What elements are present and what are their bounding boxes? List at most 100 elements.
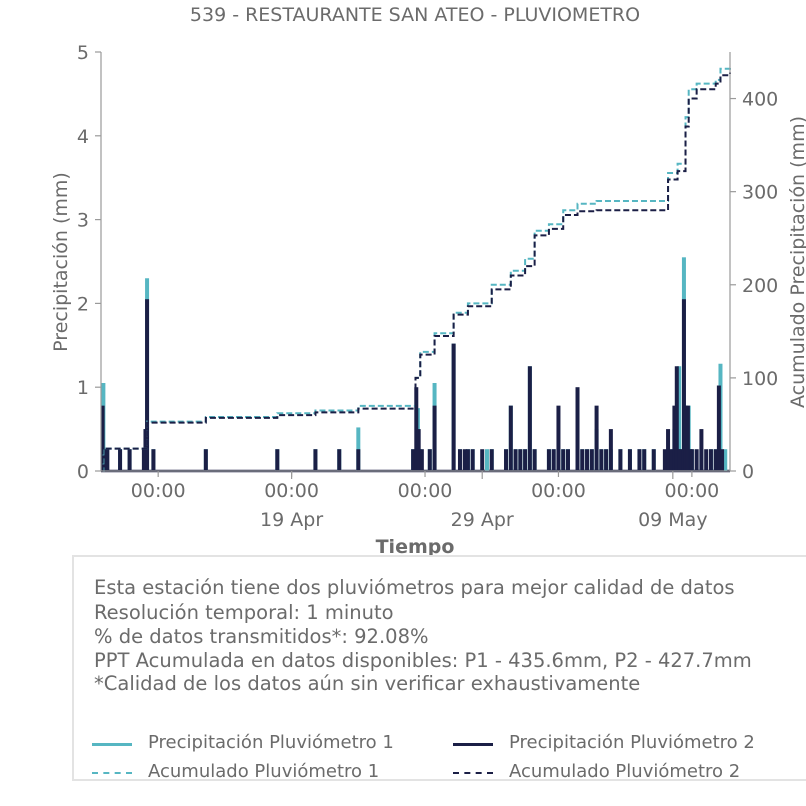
bar-p2 xyxy=(662,449,667,471)
y2-tick-label: 200 xyxy=(742,275,778,297)
bar-p2 xyxy=(685,405,690,471)
bar-p2 xyxy=(575,387,580,471)
bar-p2 xyxy=(669,449,674,471)
bar-p2 xyxy=(513,449,518,471)
bar-p2 xyxy=(504,449,509,471)
x-minor-tick-label: 00:00 xyxy=(398,480,453,502)
bar-p2 xyxy=(151,449,156,471)
info-line-4: PPT Acumulada en datos disponibles: P1 -… xyxy=(94,649,752,672)
y2-tick-label: 0 xyxy=(742,461,754,483)
info-line-1: Esta estación tiene dos pluviómetros par… xyxy=(94,576,735,599)
bar-p2 xyxy=(465,449,470,471)
y-axis-right: 0 100 200 300 400 xyxy=(729,52,778,483)
bar-p2 xyxy=(480,449,485,471)
bar-p2 xyxy=(708,449,713,471)
bar-p1 xyxy=(484,449,489,471)
bar-p2 xyxy=(337,449,342,471)
info-line-2: Resolución temporal: 1 minuto xyxy=(94,601,394,624)
bar-p2 xyxy=(713,449,718,471)
info-line-3: % de datos transmitidos*: 92.08% xyxy=(94,625,429,648)
bar-p2 xyxy=(102,449,107,471)
y-tick-label: 4 xyxy=(77,126,89,148)
bar-p1 xyxy=(677,366,682,471)
bar-p2 xyxy=(527,366,532,471)
legend-swatch-p1-accum xyxy=(92,772,132,774)
bar-p2 xyxy=(594,405,599,471)
bar-p2 xyxy=(678,449,683,471)
bar-p2 xyxy=(674,366,679,471)
y-tick-label: 2 xyxy=(77,293,89,315)
bar-p2 xyxy=(565,449,570,471)
bar-p2 xyxy=(618,449,623,471)
bar-p2 xyxy=(694,449,699,471)
legend-swatch-p1-precip xyxy=(92,743,132,746)
chart-title: 539 - RESTAURANTE SAN ATEO - PLUVIOMETRO xyxy=(190,4,640,26)
y-tick-label: 3 xyxy=(77,210,89,232)
bar-p2 xyxy=(462,449,467,471)
bar-p2 xyxy=(599,449,604,471)
plot-area xyxy=(100,65,731,473)
y2-tick-label: 400 xyxy=(742,89,778,111)
bar-p2 xyxy=(489,449,494,471)
legend-label-p2-accum: Acumulado Pluviómetro 2 xyxy=(509,761,741,782)
y2-tick-label: 100 xyxy=(742,368,778,390)
bar-p2 xyxy=(414,387,419,471)
bar-p2 xyxy=(637,449,642,471)
bar-p2 xyxy=(470,449,475,471)
bar-p1 xyxy=(723,449,728,471)
bar-p2 xyxy=(627,449,632,471)
info-legend-box: Esta estación tiene dos pluviómetros par… xyxy=(72,555,806,782)
bar-p2 xyxy=(356,449,361,471)
info-line-5: *Calidad de los datos aún sin verificar … xyxy=(94,672,641,695)
bar-p2 xyxy=(419,449,424,471)
bar-p2 xyxy=(683,405,688,471)
x-major-tick-label: 19 Apr xyxy=(260,509,323,531)
bar-p2 xyxy=(551,449,556,471)
bar-p2 xyxy=(313,449,318,471)
x-minor-tick-label: 00:00 xyxy=(664,480,719,502)
bar-p2 xyxy=(561,449,566,471)
x-major-tick-label: 09 May xyxy=(638,509,708,531)
y-tick-label: 5 xyxy=(77,42,89,64)
x-minor-tick-label: 00:00 xyxy=(531,480,586,502)
y-tick-label: 0 xyxy=(77,461,89,483)
bar-p2 xyxy=(608,429,613,471)
bar-p2 xyxy=(604,449,609,471)
bar-p2 xyxy=(203,449,208,471)
x-minor-tick-label: 00:00 xyxy=(131,480,186,502)
bar-p2 xyxy=(689,449,694,471)
bar-p2 xyxy=(427,449,432,471)
legend-label-p1-precip: Precipitación Pluviómetro 1 xyxy=(148,732,394,753)
bar-p2 xyxy=(681,299,686,471)
bar-p2 xyxy=(556,405,561,471)
legend-swatch-p2-precip xyxy=(453,743,493,746)
bar-p2 xyxy=(585,449,590,471)
bar-p2 xyxy=(523,449,528,471)
bar-p2 xyxy=(699,429,704,471)
bar-p2 xyxy=(100,405,105,471)
legend-swatch-p2-accum xyxy=(453,772,493,774)
bar-p2 xyxy=(411,449,416,471)
bar-p2 xyxy=(275,449,280,471)
x-major-tick-label: 29 Apr xyxy=(451,509,514,531)
y-tick-label: 1 xyxy=(77,377,89,399)
bar-p2 xyxy=(145,299,150,471)
accum-line-p2 xyxy=(101,72,731,472)
y-axis-label: Precipitación (mm) xyxy=(50,172,72,352)
bar-p2 xyxy=(546,449,551,471)
x-axis: 00:00 00:00 00:00 00:00 00:00 19 Apr 29 Apr 09 … xyxy=(101,470,730,531)
legend-label-p2-precip: Precipitación Pluviómetro 2 xyxy=(509,732,755,753)
bar-p2 xyxy=(457,449,462,471)
bar-p2 xyxy=(720,449,725,471)
bar-p2 xyxy=(416,429,421,471)
bar-p2 xyxy=(518,449,523,471)
bar-p2 xyxy=(716,385,721,471)
bar-p2 xyxy=(672,405,677,471)
y2-axis-label: Acumulado Precipitación (mm) xyxy=(787,116,806,408)
bar-p2 xyxy=(651,449,656,471)
legend-label-p1-accum: Acumulado Pluviómetro 1 xyxy=(148,761,380,782)
bar-p2 xyxy=(451,343,456,471)
bar-p2 xyxy=(532,449,537,471)
bar-p2 xyxy=(508,405,513,471)
